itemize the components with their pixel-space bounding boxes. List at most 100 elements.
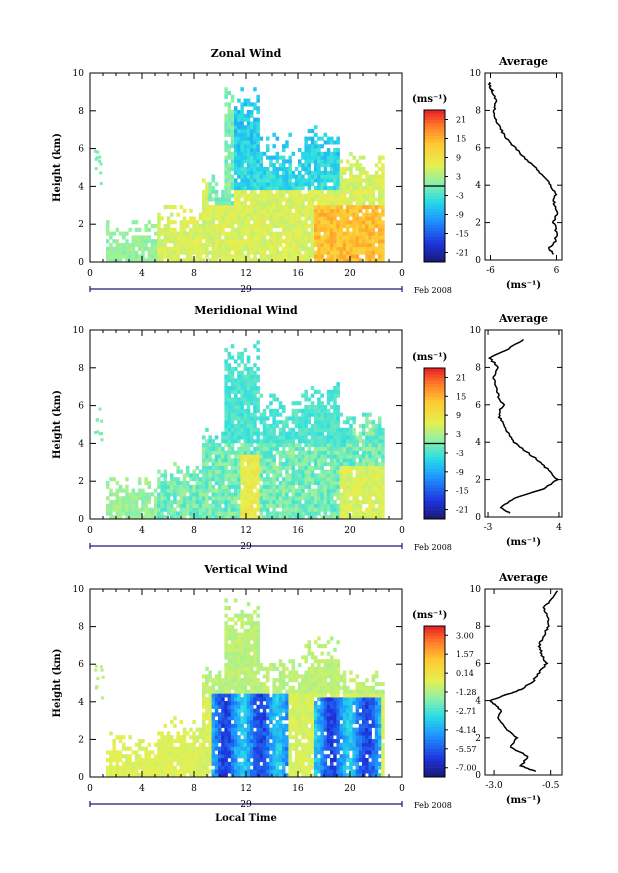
heatmap-cell xyxy=(298,189,302,194)
heatmap-cell xyxy=(170,227,174,232)
heatmap-cell xyxy=(266,178,270,183)
heatmap-cell xyxy=(291,427,296,432)
heatmap-cell xyxy=(227,500,232,505)
heatmap-cell xyxy=(275,186,280,191)
heatmap-cell xyxy=(285,182,289,187)
heatmap-cell xyxy=(253,674,257,679)
colorbar-segment xyxy=(424,440,445,444)
heatmap-cell xyxy=(253,655,257,660)
heatmap-cell xyxy=(250,678,254,683)
heatmap-cell xyxy=(115,258,120,262)
colorbar-segment xyxy=(424,396,445,400)
heatmap-cell xyxy=(330,431,334,436)
heatmap-cell xyxy=(307,235,312,240)
heatmap-cell xyxy=(330,507,334,512)
heatmap-cell xyxy=(214,754,219,759)
heatmap-cell xyxy=(138,742,142,747)
heatmap-cell xyxy=(208,712,212,717)
heatmap-cell xyxy=(259,258,264,262)
heatmap-cell xyxy=(381,189,385,194)
heatmap-cell xyxy=(160,243,164,248)
heatmap-cell xyxy=(141,496,145,501)
heatmap-cell xyxy=(230,625,235,630)
heatmap-cell xyxy=(166,227,171,232)
heatmap-cell xyxy=(259,163,264,168)
heatmap-cell xyxy=(246,389,251,394)
heatmap-cell xyxy=(99,182,103,185)
heatmap-cell xyxy=(240,739,244,744)
heatmap-cell xyxy=(227,628,232,633)
heatmap-cell xyxy=(256,98,260,103)
heatmap-cell xyxy=(160,246,164,251)
heatmap-cell xyxy=(259,151,264,156)
heatmap-cell xyxy=(355,488,360,493)
heatmap-cell xyxy=(237,235,241,240)
heatmap-cell xyxy=(253,708,257,713)
heatmap-cell xyxy=(352,243,356,248)
heatmap-cell xyxy=(179,488,184,493)
heatmap-cell xyxy=(298,182,302,187)
heatmap-cell xyxy=(339,503,344,508)
heatmap-cell xyxy=(314,416,318,421)
heatmap-cell xyxy=(214,758,219,763)
heatmap-cell xyxy=(346,465,350,470)
heatmap-cell xyxy=(186,484,190,489)
heatmap-cell xyxy=(246,117,251,122)
heatmap-cell xyxy=(253,431,257,436)
heatmap-cell xyxy=(310,412,315,417)
heatmap-cell xyxy=(246,412,251,417)
heatmap-cell xyxy=(198,477,203,482)
heatmap-cell xyxy=(227,258,232,262)
heatmap-cell xyxy=(339,450,344,455)
heatmap-cell xyxy=(330,427,334,432)
heatmap-cell xyxy=(278,155,283,160)
heatmap-cell xyxy=(352,439,356,444)
heatmap-cell xyxy=(336,243,340,248)
heatmap-cell xyxy=(189,511,193,516)
heatmap-cell xyxy=(320,136,324,141)
heatmap-cell xyxy=(227,129,232,134)
heatmap-cell xyxy=(301,227,305,232)
heatmap-cell xyxy=(240,666,244,671)
heatmap-cell xyxy=(323,477,328,482)
heatmap-cell xyxy=(326,216,331,221)
heatmap-cell xyxy=(224,148,228,153)
heatmap-cell xyxy=(208,674,212,679)
heatmap-cell xyxy=(298,507,302,512)
heatmap-cell xyxy=(269,239,273,244)
heatmap-cell xyxy=(307,469,312,474)
heatmap-cell xyxy=(253,693,257,698)
heatmap-cell xyxy=(224,507,228,512)
heatmap-cell xyxy=(246,170,251,175)
heatmap-cell xyxy=(230,628,235,633)
heatmap-cell xyxy=(346,420,350,425)
heatmap-cell xyxy=(269,182,273,187)
heatmap-cell xyxy=(224,723,228,728)
heatmap-cell xyxy=(138,746,142,751)
heatmap-cell xyxy=(275,220,280,225)
heatmap-cell xyxy=(243,670,248,675)
heatmap-cell xyxy=(237,201,241,206)
heatmap-cell xyxy=(214,708,219,713)
heatmap-cell xyxy=(106,227,110,232)
heatmap-cell xyxy=(221,693,225,698)
heatmap-cell xyxy=(298,224,302,229)
heatmap-cell xyxy=(307,189,312,194)
heatmap-cell xyxy=(237,205,241,210)
heatmap-cell xyxy=(256,348,260,353)
heatmap-cell xyxy=(288,246,292,251)
heatmap-cell xyxy=(198,250,203,255)
heatmap-cell xyxy=(336,205,340,210)
heatmap-cell xyxy=(333,473,337,478)
heatmap-cell xyxy=(221,208,225,213)
heatmap-cell xyxy=(275,254,280,259)
heatmap-cell xyxy=(298,469,302,474)
heatmap-cell xyxy=(253,220,257,225)
heatmap-cell xyxy=(224,420,228,425)
heatmap-cell xyxy=(208,189,212,194)
heatmap-cell xyxy=(246,197,251,202)
heatmap-cell xyxy=(326,439,331,444)
heatmap-cell xyxy=(227,113,232,118)
heatmap-cell xyxy=(352,450,356,455)
heatmap-cell xyxy=(250,659,254,664)
